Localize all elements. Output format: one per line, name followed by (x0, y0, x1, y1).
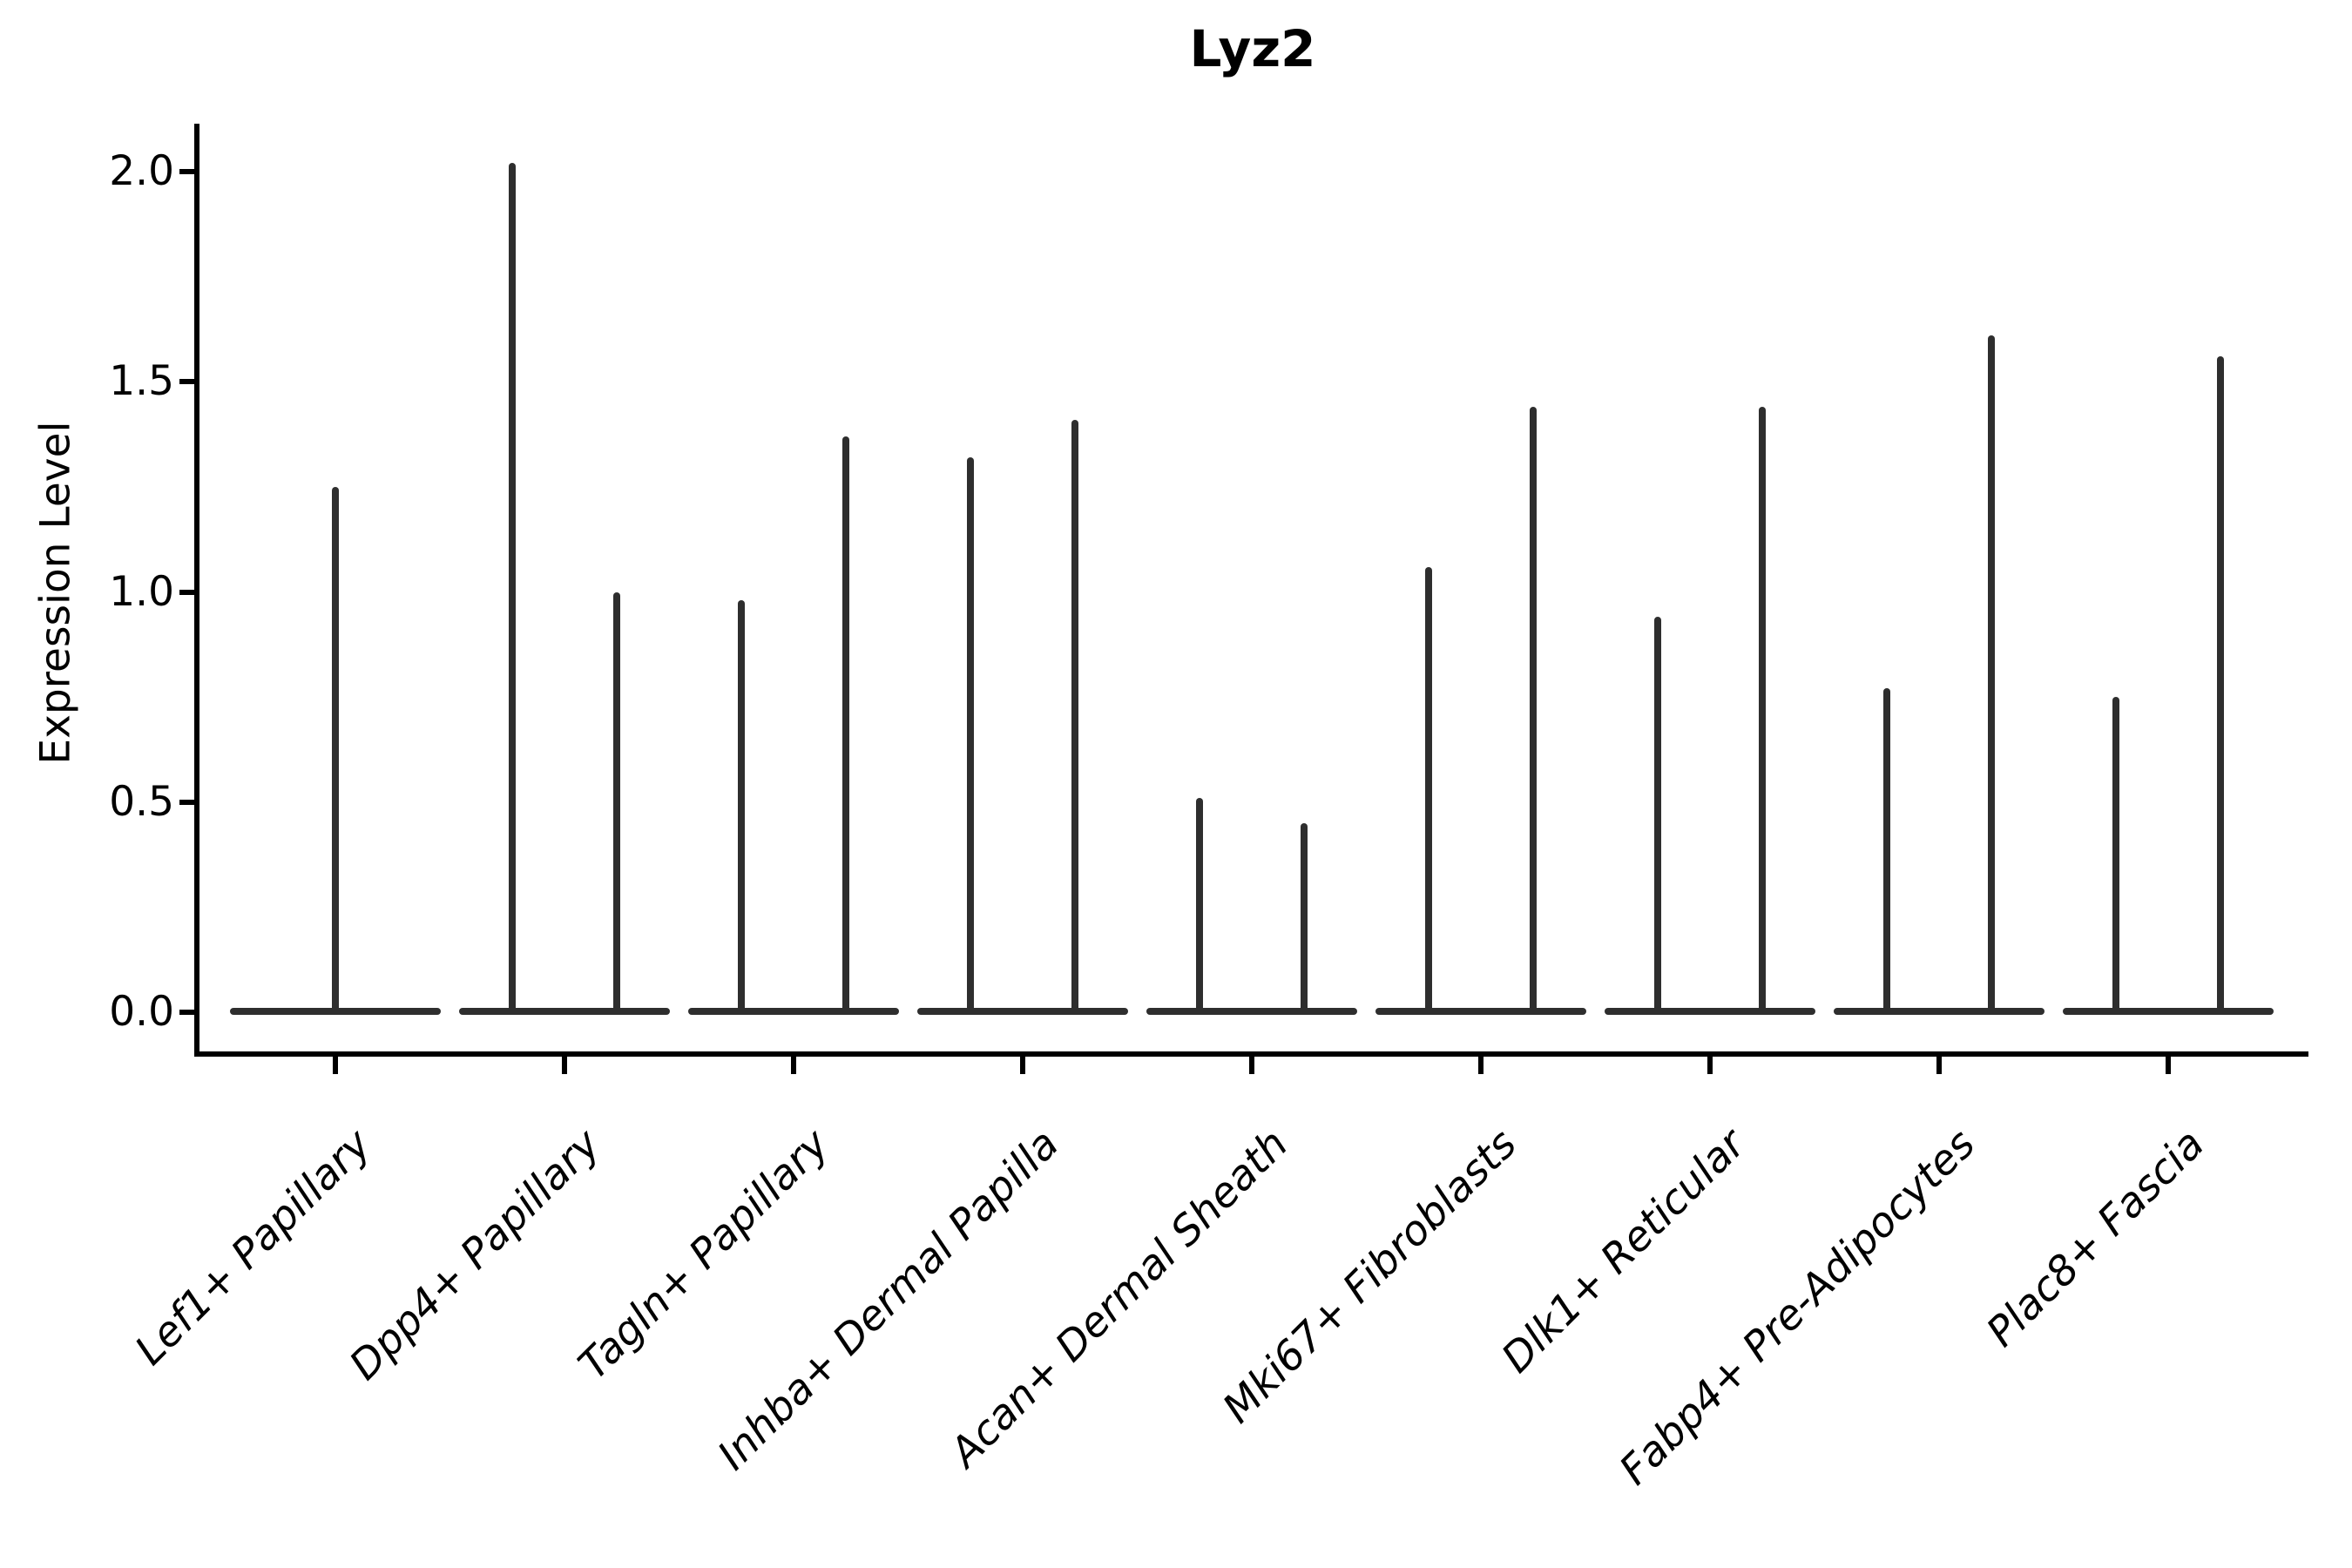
violin-spike (1883, 688, 1890, 1015)
chart-title: Lyz2 (1189, 19, 1316, 78)
x-tick-label: Tagln+ Papillary (569, 1119, 839, 1389)
violin-spike (738, 600, 745, 1015)
violin-spike (1654, 617, 1661, 1015)
violin-spike (967, 457, 974, 1015)
y-tick-label: 1.0 (109, 567, 174, 616)
violin-spike (1530, 407, 1537, 1015)
x-tick-mark (333, 1057, 338, 1074)
violin-base (1834, 1008, 2044, 1015)
y-tick-mark (179, 589, 197, 595)
violin-spike (1988, 335, 1995, 1015)
violin-spike (1425, 566, 1432, 1015)
y-tick-label: 0.5 (109, 777, 174, 826)
y-tick-mark (179, 169, 197, 174)
y-tick-mark (179, 799, 197, 805)
x-axis-line (194, 1051, 2308, 1057)
x-tick-mark (1936, 1057, 1942, 1074)
violin-spike (842, 436, 849, 1015)
violin-base (917, 1008, 1128, 1015)
violin-spike (613, 591, 620, 1015)
x-tick-mark (791, 1057, 796, 1074)
x-tick-mark (1249, 1057, 1254, 1074)
y-tick-mark (179, 379, 197, 385)
y-tick-mark (179, 1010, 197, 1015)
violin-base (459, 1008, 670, 1015)
violin-spike (2217, 356, 2224, 1015)
x-tick-mark (1478, 1057, 1484, 1074)
violin-base (1375, 1008, 1586, 1015)
violin-spike (2112, 697, 2119, 1015)
x-tick-mark (2166, 1057, 2171, 1074)
violin-base (1146, 1008, 1357, 1015)
violin-spike (1759, 407, 1766, 1015)
violin-base (2063, 1008, 2274, 1015)
x-tick-mark (562, 1057, 567, 1074)
violin-base (688, 1008, 899, 1015)
violin-base (1605, 1008, 1815, 1015)
x-tick-mark (1020, 1057, 1025, 1074)
x-tick-label: Plac8+ Fascia (1977, 1119, 2213, 1356)
violin-spike (332, 486, 339, 1015)
violin-spike (509, 163, 516, 1015)
x-tick-mark (1707, 1057, 1713, 1074)
y-tick-label: 2.0 (109, 147, 174, 195)
violin-spike (1301, 822, 1308, 1015)
x-tick-label: Dpp4+ Papillary (340, 1119, 610, 1390)
y-tick-label: 1.5 (109, 357, 174, 406)
y-axis-line (194, 124, 199, 1057)
y-tick-label: 0.0 (109, 988, 174, 1036)
violin-spike (1071, 419, 1078, 1015)
x-tick-label: Lef1+ Papillary (125, 1119, 381, 1375)
violin-spike (1196, 797, 1203, 1015)
x-tick-label: Dlk1+ Reticular (1492, 1119, 1755, 1382)
